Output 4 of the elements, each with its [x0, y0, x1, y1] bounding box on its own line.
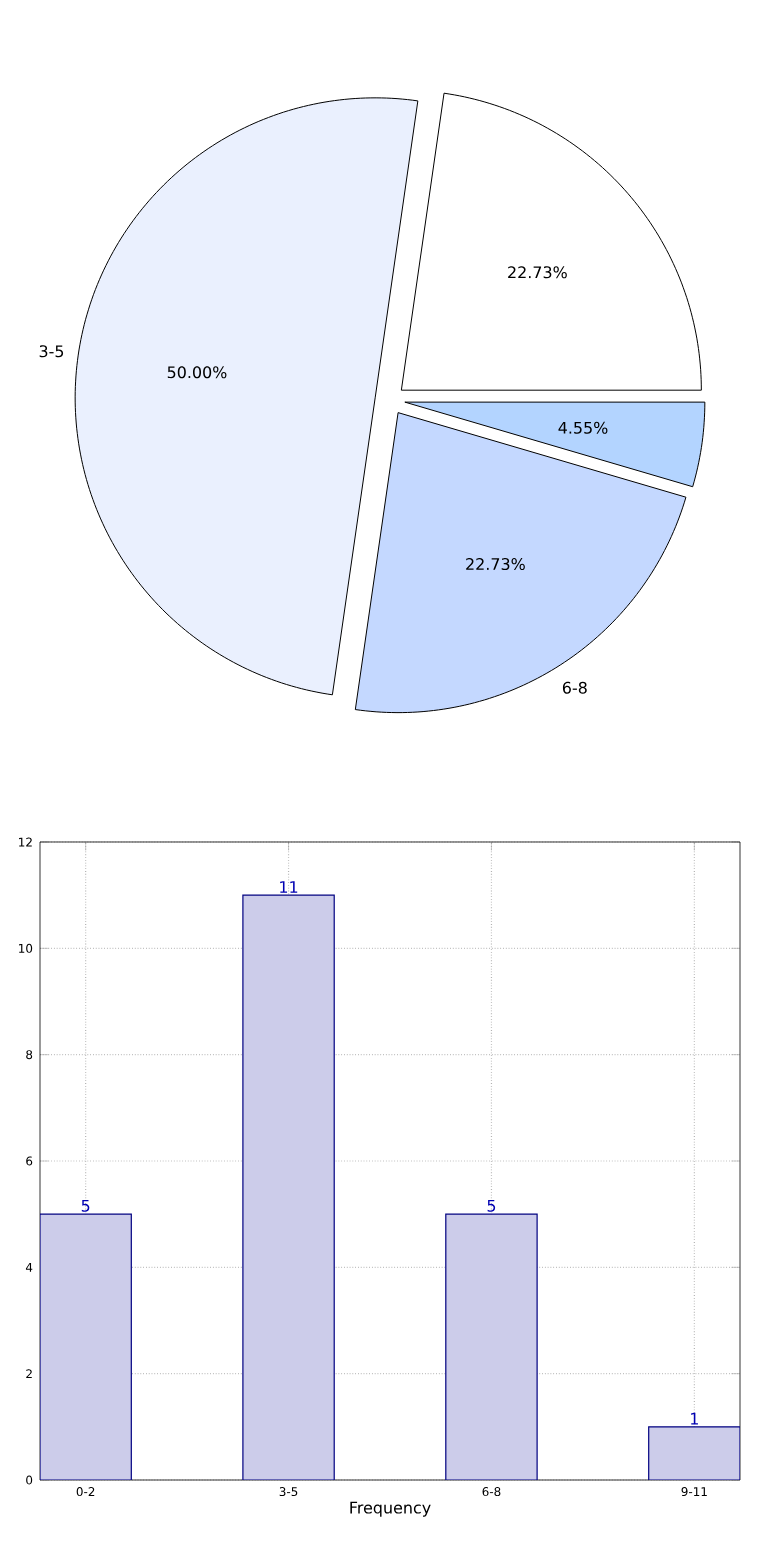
bar — [445, 1213, 538, 1480]
bar — [648, 1426, 741, 1480]
bar — [242, 894, 335, 1480]
bar — [40, 1213, 132, 1480]
